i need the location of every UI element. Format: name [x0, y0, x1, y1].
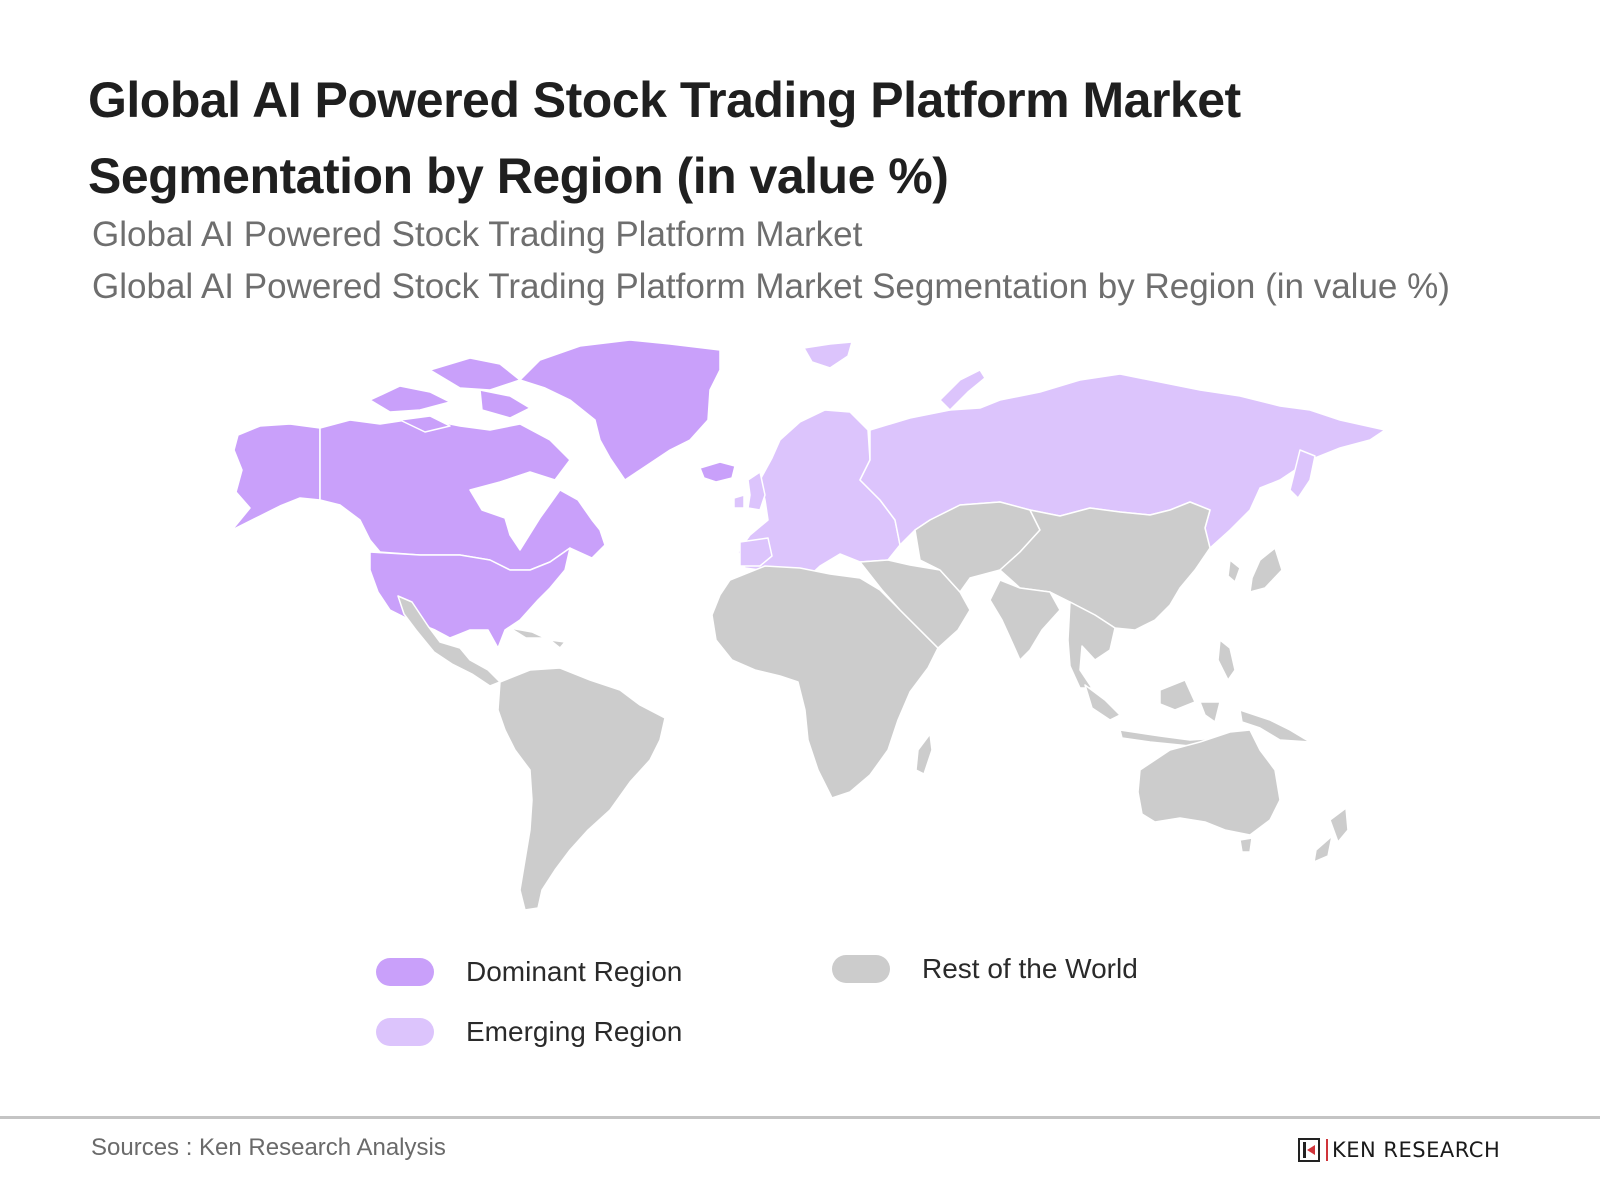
region-mongolia-china — [999, 501, 1211, 631]
world-map — [231, 339, 1386, 911]
region-japan-korea — [1227, 547, 1283, 593]
region-arctic-islands — [369, 357, 531, 433]
legend-swatch-dominant — [376, 958, 434, 986]
region-caribbean — [509, 627, 566, 649]
region-europe — [737, 409, 901, 589]
subtitle-segmentation: Global AI Powered Stock Trading Platform… — [92, 267, 1450, 306]
region-africa — [711, 565, 939, 799]
region-india — [989, 579, 1061, 661]
chart-title: Global AI Powered Stock Trading Platform… — [88, 72, 1241, 204]
footer-divider — [0, 1116, 1600, 1119]
region-iberia — [739, 537, 773, 567]
region-greenland — [519, 339, 721, 481]
legend-label-emerging: Emerging Region — [466, 1016, 683, 1047]
region-svalbard — [803, 341, 853, 369]
region-new-zealand — [1313, 807, 1349, 863]
region-iceland — [699, 461, 736, 483]
region-madagascar — [915, 733, 933, 775]
source-note: Sources : Ken Research Analysis — [91, 1134, 446, 1161]
region-middle-east — [859, 559, 971, 649]
legend-rest-of-world: Rest of the World — [832, 953, 1138, 985]
region-philippines — [1217, 639, 1236, 681]
region-novaya-zemlya — [939, 369, 986, 411]
legend-emerging-region: Emerging Region — [376, 1016, 682, 1048]
legend-dominant-region: Dominant Region — [376, 956, 682, 988]
legend-label-rest: Rest of the World — [922, 953, 1138, 984]
legend-label-dominant: Dominant Region — [466, 956, 683, 987]
ken-research-logo: KEN RESEARCH — [1298, 1138, 1500, 1162]
subtitle-market: Global AI Powered Stock Trading Platform… — [92, 215, 863, 254]
region-canada — [319, 417, 606, 571]
region-south-america — [497, 667, 666, 911]
ken-research-logo-icon — [1298, 1138, 1320, 1162]
region-alaska — [231, 423, 321, 531]
region-tasmania — [1239, 837, 1253, 853]
region-kamchatka — [1289, 449, 1316, 499]
region-uk-ireland — [733, 471, 766, 511]
legend-swatch-rest — [832, 955, 890, 983]
logo-text: KEN RESEARCH — [1332, 1138, 1501, 1162]
region-southeast-asia — [1067, 601, 1116, 689]
region-indonesia — [1084, 679, 1311, 747]
logo-separator — [1326, 1139, 1328, 1161]
region-australia — [1137, 729, 1281, 836]
legend-swatch-emerging — [376, 1018, 434, 1046]
